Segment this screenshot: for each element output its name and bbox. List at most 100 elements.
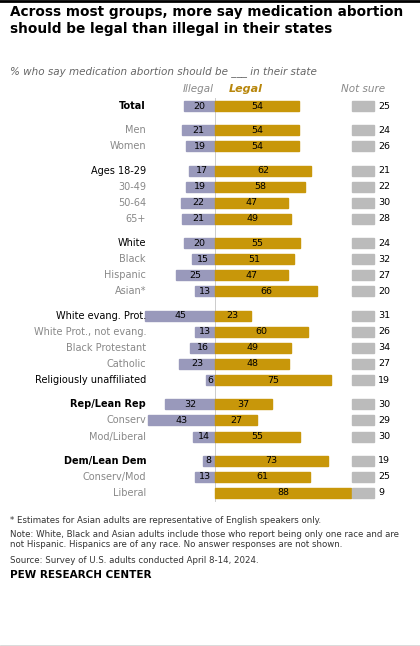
Bar: [148, 415, 215, 426]
Bar: [215, 165, 311, 176]
Text: 25: 25: [378, 101, 390, 110]
Text: 30-49: 30-49: [118, 182, 146, 192]
Text: 27: 27: [230, 416, 242, 425]
Text: White Prot., not evang.: White Prot., not evang.: [34, 327, 146, 337]
Bar: [352, 165, 374, 176]
Bar: [352, 488, 374, 498]
Bar: [186, 141, 215, 151]
Text: 6: 6: [207, 375, 213, 384]
Text: 55: 55: [252, 238, 264, 247]
Text: Illegal: Illegal: [182, 84, 213, 94]
Bar: [193, 432, 215, 441]
Text: 13: 13: [199, 328, 211, 336]
Bar: [192, 255, 215, 264]
Bar: [202, 455, 215, 466]
Bar: [352, 311, 374, 320]
Text: 25: 25: [189, 271, 202, 280]
Text: Conserv/Mod: Conserv/Mod: [82, 472, 146, 482]
Bar: [215, 432, 300, 441]
Bar: [176, 270, 215, 280]
Bar: [215, 359, 289, 369]
Bar: [215, 270, 288, 280]
Text: Legal: Legal: [229, 84, 263, 94]
Text: 17: 17: [196, 166, 208, 175]
Bar: [352, 125, 374, 135]
Text: 66: 66: [260, 287, 272, 296]
Bar: [215, 488, 352, 498]
Text: 88: 88: [277, 488, 289, 497]
Bar: [184, 238, 215, 248]
Text: 54: 54: [251, 142, 263, 151]
Text: 24: 24: [378, 238, 390, 247]
Text: 13: 13: [199, 287, 211, 296]
Text: 20: 20: [378, 287, 390, 296]
Text: Men: Men: [125, 125, 146, 135]
Text: 15: 15: [197, 255, 210, 264]
Bar: [215, 455, 328, 466]
Text: 54: 54: [251, 101, 263, 110]
Bar: [165, 399, 215, 410]
Text: 14: 14: [198, 432, 210, 441]
Text: 34: 34: [378, 344, 390, 352]
Text: 19: 19: [194, 182, 206, 191]
Bar: [215, 141, 299, 151]
Bar: [190, 343, 215, 353]
Text: 58: 58: [254, 182, 266, 191]
Text: 20: 20: [194, 101, 205, 110]
Bar: [352, 141, 374, 151]
Text: 47: 47: [245, 198, 257, 207]
Text: 75: 75: [267, 375, 279, 384]
Text: Total: Total: [119, 101, 146, 111]
Text: Dem/Lean Dem: Dem/Lean Dem: [63, 455, 146, 466]
Text: Women: Women: [109, 141, 146, 151]
Text: 16: 16: [197, 344, 209, 352]
Text: 65+: 65+: [126, 214, 146, 224]
Bar: [352, 214, 374, 224]
Bar: [215, 415, 257, 426]
Bar: [352, 238, 374, 248]
Text: 48: 48: [246, 359, 258, 368]
Text: 21: 21: [193, 214, 205, 224]
Bar: [215, 399, 272, 410]
Text: 20: 20: [194, 238, 205, 247]
Bar: [184, 101, 215, 111]
Bar: [215, 286, 317, 297]
Text: 30: 30: [378, 432, 390, 441]
Text: 60: 60: [255, 328, 268, 336]
Bar: [352, 270, 374, 280]
Bar: [352, 286, 374, 297]
Text: 31: 31: [378, 311, 390, 320]
Text: 47: 47: [245, 271, 257, 280]
Text: 19: 19: [194, 142, 206, 151]
Bar: [215, 472, 310, 482]
Bar: [352, 455, 374, 466]
Bar: [352, 198, 374, 208]
Text: 73: 73: [265, 456, 278, 465]
Bar: [352, 472, 374, 482]
Text: 37: 37: [238, 400, 250, 409]
Text: * Estimates for Asian adults are representative of English speakers only.: * Estimates for Asian adults are represe…: [10, 516, 321, 525]
Text: 28: 28: [378, 214, 390, 224]
Bar: [215, 214, 291, 224]
Bar: [352, 255, 374, 264]
Text: 27: 27: [378, 271, 390, 280]
Text: Asian*: Asian*: [115, 286, 146, 297]
Text: 45: 45: [174, 311, 186, 320]
Bar: [215, 238, 300, 248]
Text: Conserv: Conserv: [106, 415, 146, 426]
Text: 23: 23: [227, 311, 239, 320]
Text: Black Protestant: Black Protestant: [66, 343, 146, 353]
Text: 43: 43: [176, 416, 188, 425]
Bar: [215, 255, 294, 264]
Bar: [215, 343, 291, 353]
Text: Catholic: Catholic: [106, 359, 146, 369]
Text: 27: 27: [378, 359, 390, 368]
Bar: [195, 286, 215, 297]
Bar: [352, 343, 374, 353]
Bar: [352, 432, 374, 441]
Bar: [215, 198, 288, 208]
Text: 22: 22: [378, 182, 390, 191]
Text: 9: 9: [378, 488, 384, 497]
Bar: [195, 472, 215, 482]
Text: Liberal: Liberal: [113, 488, 146, 498]
